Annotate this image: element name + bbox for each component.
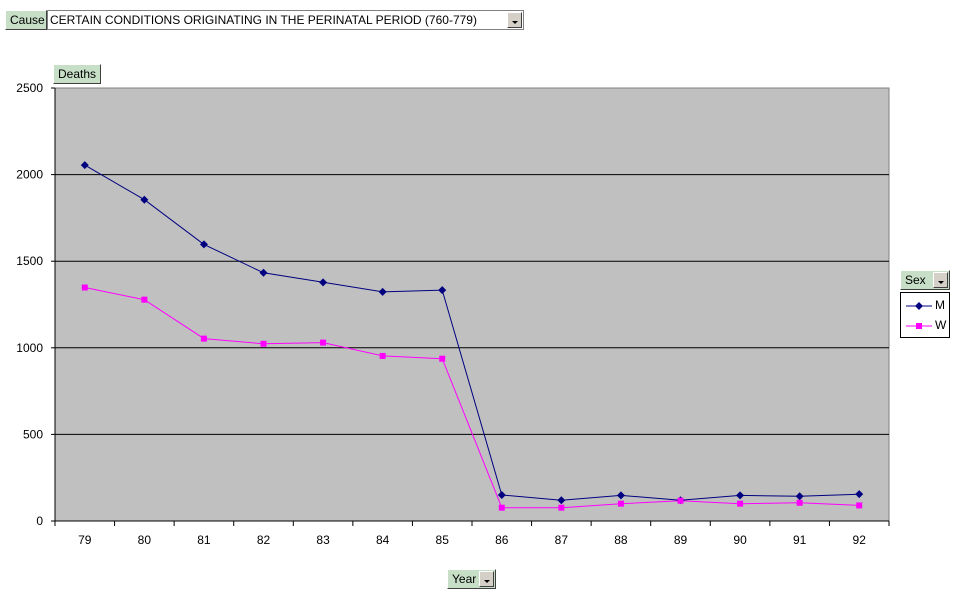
x-tick-label: 80 <box>138 533 152 547</box>
data-point-w <box>856 502 863 509</box>
data-point-w <box>737 500 744 507</box>
x-tick-label: 86 <box>495 533 509 547</box>
y-tick-label: 2000 <box>16 168 43 182</box>
y-tick-label: 0 <box>36 514 43 528</box>
legend-label-w: W <box>935 318 947 332</box>
x-tick-label: 81 <box>197 533 211 547</box>
x-tick-label: 88 <box>614 533 628 547</box>
y-tick-label: 500 <box>23 427 43 441</box>
legend-item-m: M <box>901 296 949 314</box>
x-tick-label: 91 <box>793 533 807 547</box>
year-field-label: Year <box>452 572 477 586</box>
series-line-m <box>84 164 860 501</box>
x-tick-label: 92 <box>853 533 867 547</box>
data-point-w <box>617 500 624 507</box>
x-tick-label: 82 <box>257 533 271 547</box>
x-tick-label: 84 <box>376 533 390 547</box>
data-point-m <box>855 490 864 499</box>
x-tick-label: 87 <box>555 533 569 547</box>
data-point-w <box>498 504 505 511</box>
legend-item-w: W <box>901 316 949 334</box>
data-point-w <box>439 355 446 362</box>
series-line-w <box>84 287 860 509</box>
y-tick-label: 2500 <box>16 81 43 95</box>
data-point-w <box>796 499 803 506</box>
x-tick-label: 79 <box>78 533 92 547</box>
data-point-w <box>81 284 88 291</box>
data-point-m <box>736 491 745 500</box>
year-dropdown-arrow-icon[interactable] <box>479 571 494 587</box>
data-point-m <box>616 491 625 500</box>
data-point-m <box>438 286 447 295</box>
deaths-field-button[interactable]: Deaths <box>53 64 101 84</box>
cause-dropdown-arrow-icon[interactable] <box>507 12 522 28</box>
x-tick-label: 90 <box>733 533 747 547</box>
sex-dropdown-arrow-icon[interactable] <box>933 272 948 288</box>
data-point-w <box>320 339 327 346</box>
data-point-m <box>378 287 387 296</box>
cause-selected-value: CERTAIN CONDITIONS ORIGINATING IN THE PE… <box>50 13 477 27</box>
y-tick-label: 1000 <box>16 341 43 355</box>
data-point-m <box>319 278 328 287</box>
deaths-field-label: Deaths <box>58 67 97 81</box>
x-tick-label: 83 <box>316 533 330 547</box>
data-point-w <box>200 335 207 342</box>
data-point-m <box>497 491 506 500</box>
legend: M W <box>900 292 950 338</box>
data-point-w <box>141 296 148 303</box>
legend-swatch-m <box>906 302 932 310</box>
data-point-w <box>260 340 267 347</box>
data-point-m <box>795 492 804 501</box>
y-tick-label: 1500 <box>16 254 43 268</box>
data-point-m <box>557 496 566 505</box>
x-tick-label: 85 <box>436 533 450 547</box>
data-point-w <box>677 497 684 504</box>
cause-field-button[interactable]: Cause <box>5 10 47 30</box>
data-point-w <box>379 352 386 359</box>
cause-field-label: Cause <box>10 13 45 27</box>
data-point-m <box>140 195 149 204</box>
data-point-m <box>80 161 89 170</box>
legend-label-m: M <box>935 298 945 312</box>
cause-filter-dropdown[interactable]: CERTAIN CONDITIONS ORIGINATING IN THE PE… <box>47 10 524 30</box>
data-point-w <box>558 504 565 511</box>
data-point-m <box>199 240 208 249</box>
data-point-m <box>259 268 268 277</box>
sex-field-label: Sex <box>905 273 926 287</box>
x-tick-label: 89 <box>674 533 688 547</box>
plot-area <box>54 87 890 522</box>
legend-swatch-w <box>906 323 932 329</box>
